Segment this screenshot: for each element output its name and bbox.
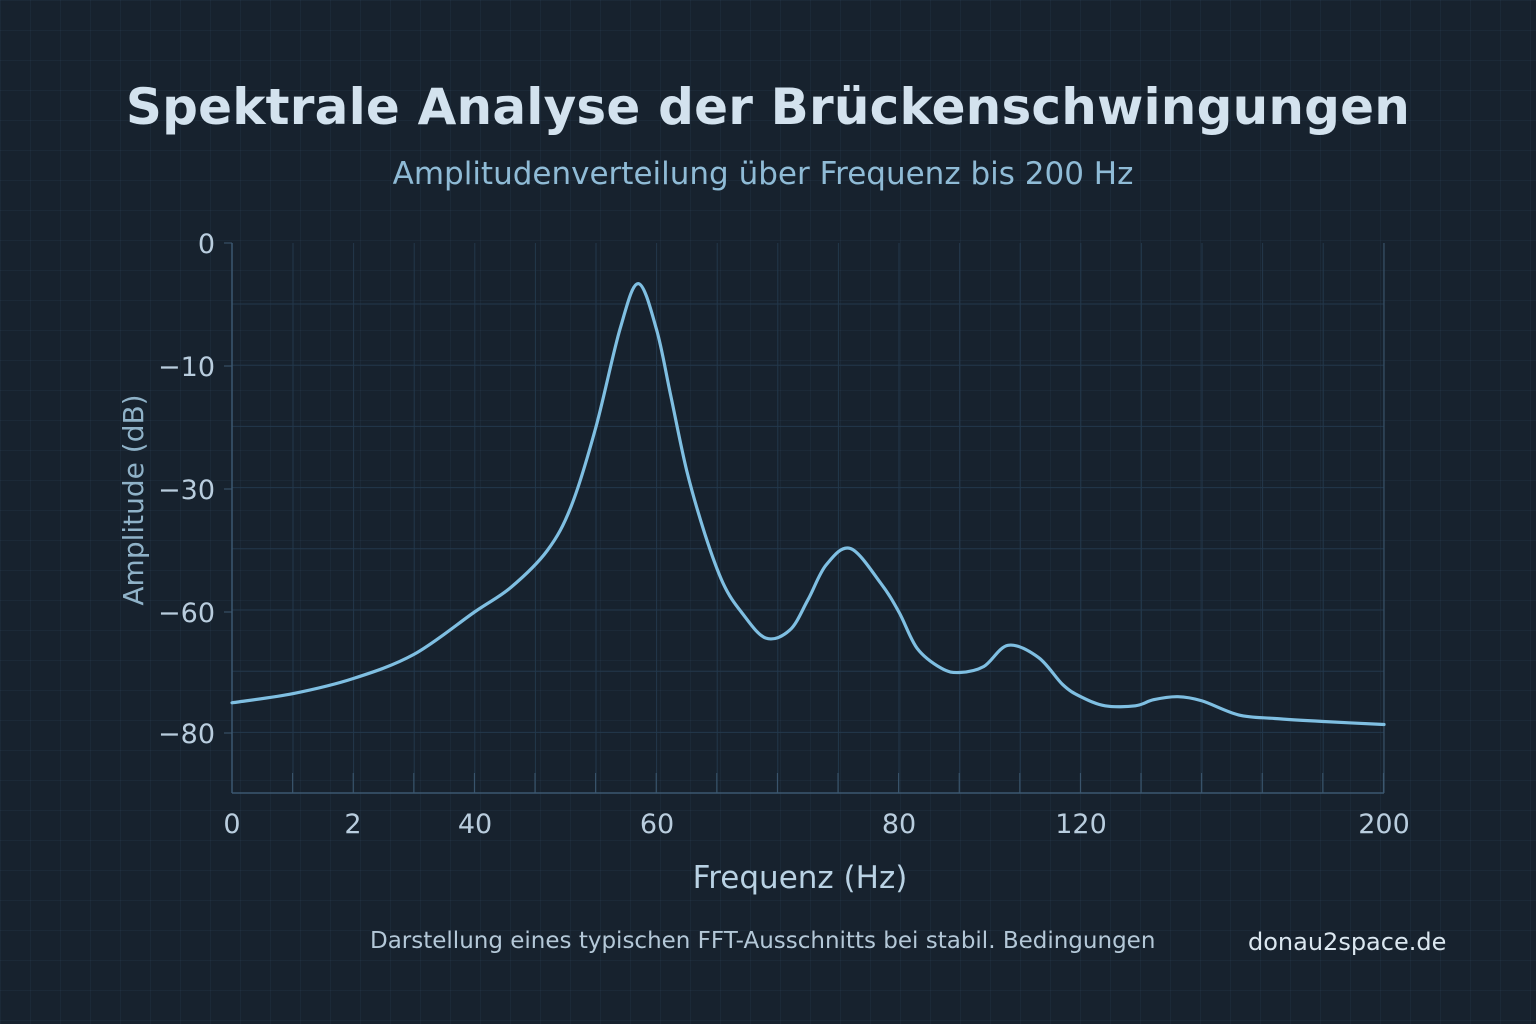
x-tick-label: 120: [1055, 809, 1107, 840]
x-tick-label: 80: [882, 809, 916, 840]
y-axis-tick-labels: 0 −10 −30 −60 −80: [158, 229, 215, 750]
brand-label: donau2space.de: [1248, 928, 1447, 956]
plot-grid: [232, 243, 1385, 793]
x-axis-tick-labels: 0 2 40 60 80 120 200: [223, 809, 1409, 840]
y-axis-label: Amplitude (dB): [117, 394, 150, 605]
chart-title: Spektrale Analyse der Brückenschwingunge…: [125, 78, 1411, 136]
y-tick-label: 0: [198, 229, 215, 260]
y-tick-label: −80: [158, 719, 215, 750]
x-tick-label: 0: [223, 809, 240, 840]
footnote: Darstellung eines typischen FFT-Ausschni…: [370, 928, 1156, 954]
y-tick-label: −30: [158, 475, 215, 506]
chart-subtitle: Amplitudenverteilung über Frequenz bis 2…: [392, 156, 1134, 192]
x-tick-label: 40: [458, 809, 492, 840]
y-tick-label: −10: [158, 352, 215, 383]
x-tick-label: 60: [640, 809, 674, 840]
plot-axes: [224, 242, 1385, 794]
x-tick-label: 2: [344, 809, 361, 840]
x-axis-label: Frequenz (Hz): [693, 860, 908, 896]
x-tick-label: 200: [1358, 809, 1410, 840]
y-tick-label: −60: [158, 598, 215, 629]
spectrum-line: [230, 282, 1386, 727]
